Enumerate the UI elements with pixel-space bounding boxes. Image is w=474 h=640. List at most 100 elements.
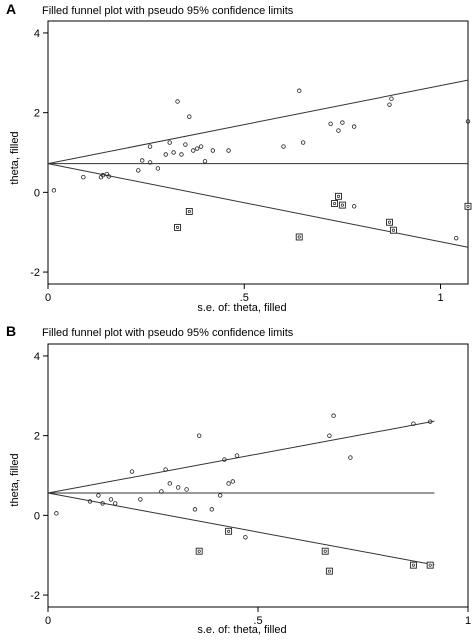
x-tick-label: 1 [437, 292, 443, 304]
observed-study-point [336, 128, 341, 133]
x-tick-label: 0 [45, 615, 51, 627]
observed-study-point [297, 88, 302, 93]
observed-study-point [159, 489, 164, 494]
observed-study-point [183, 142, 188, 147]
filled-study-inner-circle [327, 569, 331, 573]
observed-study-point [454, 235, 459, 241]
observed-study-point [387, 102, 392, 107]
observed-study-point [112, 501, 118, 506]
panel-a-letter: A [6, 1, 16, 17]
filled-study-point [335, 192, 342, 200]
observed-study-point [163, 467, 168, 472]
filled-study-square [331, 200, 338, 207]
observed-study-point [81, 175, 86, 180]
upper-confidence-limit-line [47, 79, 469, 165]
observed-study-point [209, 507, 214, 512]
y-tick-label: -2 [30, 590, 40, 602]
observed-study-point [163, 152, 168, 157]
observed-study-point [351, 124, 357, 129]
filled-study-inner-circle [323, 549, 327, 553]
y-tick-label: 4 [34, 351, 40, 363]
observed-study-point [100, 173, 106, 178]
observed-study-point [196, 433, 202, 438]
observed-study-point [179, 152, 184, 157]
lower-confidence-limit-line [47, 163, 469, 248]
filled-study-square [389, 226, 397, 234]
filled-study-point [195, 547, 203, 555]
panel-b-y-axis-label: theta, filled [9, 453, 21, 506]
filled-study-square [225, 527, 233, 535]
y-tick-label: 2 [34, 108, 40, 120]
observed-study-point [54, 511, 59, 516]
observed-study-point [328, 121, 333, 127]
filled-study-point [389, 226, 397, 234]
filled-study-inner-circle [391, 228, 395, 232]
panel-b-plot-frame [47, 343, 469, 608]
panel-b-title: Filled funnel plot with pseudo 95% confi… [42, 327, 294, 339]
filled-study-inner-circle [175, 225, 180, 229]
panel-a-points [51, 88, 472, 241]
panel-b-funnel-lines [47, 420, 435, 566]
filled-study-inner-circle [227, 529, 231, 533]
observed-study-point [210, 148, 216, 153]
observed-study-point [340, 120, 345, 125]
filled-study-point [174, 223, 181, 231]
y-tick-label: 2 [34, 431, 40, 443]
panel-a-plot-frame [47, 20, 469, 285]
observed-study-point [191, 148, 196, 153]
observed-study-point [465, 119, 471, 124]
filled-study-inner-circle [332, 201, 337, 206]
panel-a-x-axis-label: s.e. of: theta, filled [197, 302, 286, 314]
panel-b: B Filled funnel plot with pseudo 95% con… [6, 323, 471, 636]
observed-study-point [331, 413, 336, 418]
observed-study-point [175, 485, 181, 490]
filled-study-inner-circle [428, 563, 432, 567]
filled-study-square [295, 233, 303, 241]
observed-study-point [171, 150, 176, 155]
observed-study-point [389, 96, 394, 101]
observed-study-point [155, 166, 161, 171]
observed-study-point [243, 535, 248, 540]
filled-study-point [331, 200, 338, 207]
panel-b-points [54, 413, 434, 575]
observed-study-point [106, 174, 112, 179]
filled-study-square [325, 567, 333, 575]
observed-study-point [234, 453, 240, 458]
panel-b-x-ticks: 0.5 1 [45, 607, 471, 627]
observed-study-point [100, 501, 105, 506]
observed-study-point [87, 499, 93, 504]
observed-study-point [187, 114, 192, 119]
filled-study-square [426, 561, 434, 569]
observed-study-point [411, 421, 416, 426]
observed-study-point [167, 140, 172, 145]
panel-a: A Filled funnel plot with pseudo 95% con… [6, 1, 472, 314]
observed-study-point [327, 433, 332, 438]
filled-study-square [321, 547, 329, 555]
filled-study-square [386, 218, 393, 226]
observed-study-point [96, 493, 101, 498]
filled-study-point [426, 561, 434, 569]
observed-study-point [138, 497, 143, 502]
x-tick-label: 0 [45, 292, 51, 304]
filled-study-inner-circle [411, 563, 415, 567]
x-tick-label: .5 [253, 615, 262, 627]
filled-study-point [225, 527, 233, 535]
panel-a-y-axis-label: theta, filled [9, 131, 21, 184]
observed-study-point [300, 140, 306, 145]
filled-study-inner-circle [297, 235, 301, 239]
filled-study-point [464, 202, 472, 210]
observed-study-point [198, 144, 204, 149]
y-tick-label: 0 [34, 187, 40, 199]
observed-study-point [226, 148, 231, 153]
filled-study-point [386, 218, 393, 226]
filled-study-square [174, 223, 181, 231]
panel-a-funnel-lines [47, 79, 469, 248]
filled-study-point [185, 208, 193, 215]
observed-study-point [202, 159, 208, 164]
filled-study-inner-circle [466, 204, 470, 208]
filled-study-inner-circle [197, 549, 201, 553]
filled-study-point [295, 233, 303, 241]
observed-study-point [51, 188, 57, 193]
observed-study-point [147, 144, 153, 149]
